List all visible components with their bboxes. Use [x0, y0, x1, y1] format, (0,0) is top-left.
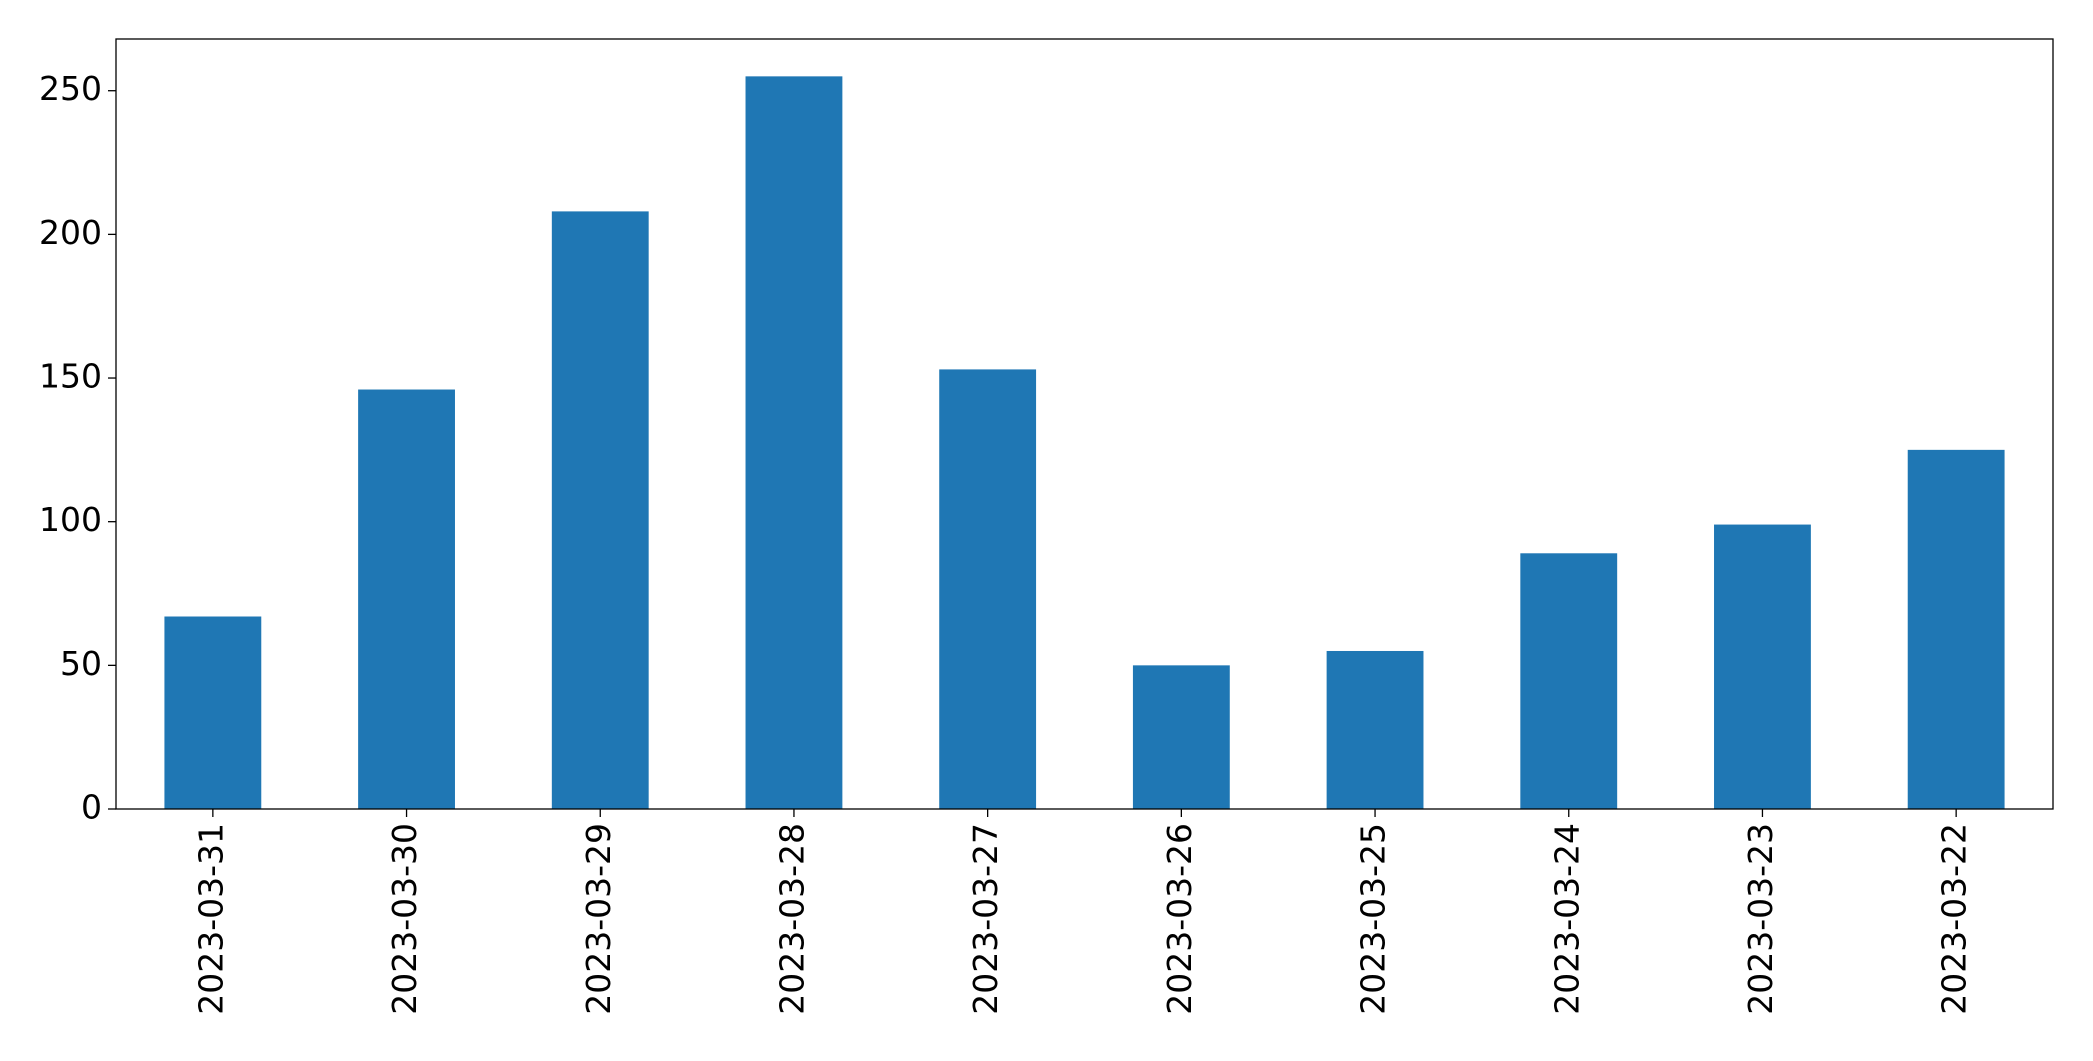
x-tick-label: 2023-03-28 [772, 823, 811, 1015]
x-tick-label: 2023-03-22 [1935, 823, 1974, 1015]
bar [939, 369, 1037, 809]
y-tick-label: 200 [39, 213, 102, 252]
y-tick-label: 100 [39, 500, 102, 539]
x-tick-label: 2023-03-27 [966, 823, 1005, 1015]
y-tick-label: 250 [39, 69, 102, 108]
bar [1714, 524, 1811, 809]
bar [1520, 553, 1618, 809]
bar [358, 389, 455, 809]
x-tick-label: 2023-03-30 [385, 823, 424, 1015]
x-tick-label: 2023-03-31 [191, 823, 230, 1015]
bar [164, 616, 262, 809]
plot-frame [115, 38, 2054, 810]
x-tick-label: 2023-03-25 [1354, 823, 1393, 1015]
bar [1132, 665, 1230, 809]
x-tick-label: 2023-03-24 [1547, 823, 1586, 1015]
x-tick-label: 2023-03-26 [1160, 823, 1199, 1015]
y-tick-label: 150 [39, 357, 102, 396]
bar [1907, 449, 2005, 809]
y-tick-label: 50 [60, 644, 102, 683]
bar [551, 211, 649, 809]
bar [745, 76, 843, 809]
bar [1326, 650, 1424, 809]
y-tick-label: 0 [81, 788, 102, 827]
x-tick-label: 2023-03-23 [1741, 823, 1780, 1015]
x-tick-label: 2023-03-29 [579, 823, 618, 1015]
